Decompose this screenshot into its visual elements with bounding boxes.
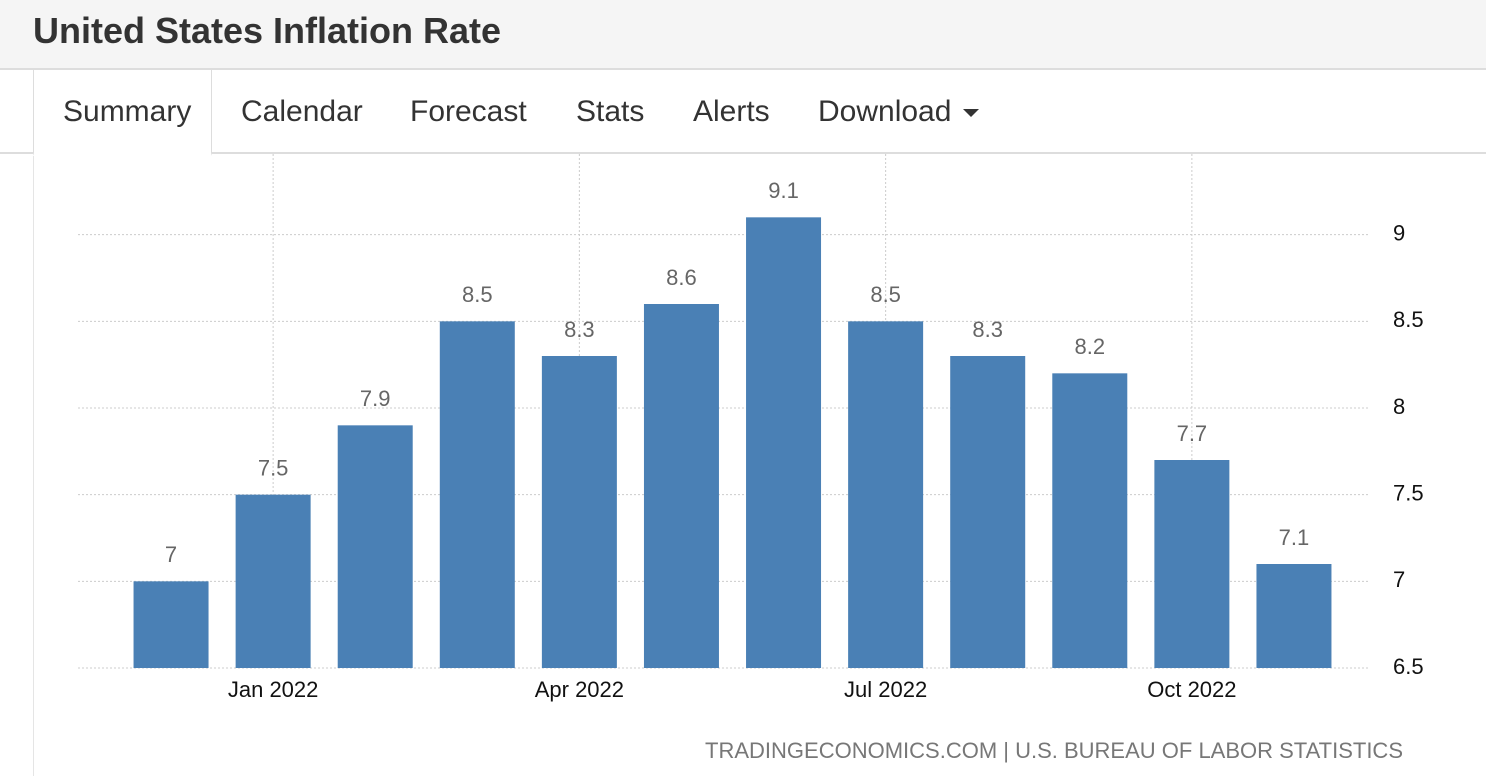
tab-label: Alerts	[693, 95, 770, 128]
source-note: TRADINGECONOMICS.COM | U.S. BUREAU OF LA…	[705, 738, 1403, 763]
x-tick-label: Apr 2022	[535, 677, 624, 702]
bar	[746, 217, 822, 669]
tab-label: Stats	[576, 95, 645, 128]
value-label: 8.2	[1074, 334, 1105, 359]
y-tick-label: 7.5	[1393, 480, 1424, 505]
tab-label: Summary	[63, 95, 192, 128]
tab-bar: Summary Calendar Forecast Stats Alerts D…	[0, 70, 1486, 156]
bar	[1052, 373, 1128, 668]
value-label: 7.1	[1279, 525, 1310, 550]
bar	[1256, 564, 1332, 668]
y-tick-label: 6.5	[1393, 654, 1424, 679]
value-label: 7.9	[360, 386, 391, 411]
value-label: 9.1	[768, 178, 799, 203]
x-tick-label: Jul 2022	[844, 677, 927, 702]
page-title: United States Inflation Rate	[33, 10, 502, 51]
y-tick-label: 8.5	[1393, 307, 1424, 332]
bar	[337, 425, 413, 668]
bar	[643, 304, 719, 668]
tab-label: Download	[818, 95, 952, 128]
x-tick-label: Oct 2022	[1147, 677, 1236, 702]
value-label: 7	[165, 542, 177, 567]
tab[interactable]: Calendar	[241, 70, 363, 154]
bar	[235, 494, 311, 668]
dropdown-caret	[963, 109, 980, 118]
x-tick-label: Jan 2022	[228, 677, 319, 702]
value-label: 8.3	[564, 317, 595, 342]
bar	[133, 581, 209, 668]
tab-label: Calendar	[241, 95, 363, 128]
bar	[950, 356, 1026, 668]
tab[interactable]: Alerts	[693, 70, 770, 154]
value-label: 8.6	[666, 265, 697, 290]
bar	[1154, 460, 1230, 668]
bar	[541, 356, 617, 668]
header: United States Inflation Rate	[0, 0, 1486, 70]
value-label: 7.7	[1177, 421, 1208, 446]
y-tick-label: 9	[1393, 220, 1405, 245]
tab[interactable]: Download	[818, 70, 980, 154]
value-label: 7.5	[258, 455, 289, 480]
y-tick-label: 8	[1393, 394, 1405, 419]
value-label: 8.5	[870, 282, 901, 307]
bar	[439, 321, 515, 668]
tab[interactable]: Forecast	[410, 70, 527, 154]
value-label: 8.5	[462, 282, 493, 307]
tab[interactable]: Stats	[576, 70, 644, 154]
y-tick-label: 7	[1393, 567, 1405, 592]
value-label: 8.3	[972, 317, 1003, 342]
bar	[848, 321, 924, 668]
tab[interactable]: Summary	[33, 70, 213, 156]
tab-label: Forecast	[410, 95, 527, 128]
